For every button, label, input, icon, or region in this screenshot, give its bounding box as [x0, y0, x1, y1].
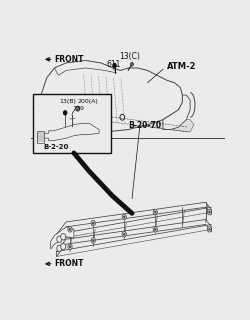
Polygon shape — [37, 100, 194, 132]
Circle shape — [122, 232, 126, 237]
Circle shape — [76, 106, 80, 111]
Polygon shape — [54, 60, 116, 75]
Circle shape — [91, 220, 96, 226]
Polygon shape — [56, 220, 212, 256]
Circle shape — [69, 228, 71, 231]
Bar — [33, 94, 111, 153]
Circle shape — [92, 222, 94, 224]
Circle shape — [61, 234, 66, 240]
Text: 13(C): 13(C) — [120, 52, 141, 61]
Circle shape — [64, 111, 67, 115]
Circle shape — [57, 236, 62, 243]
Circle shape — [208, 228, 210, 231]
Text: FRONT: FRONT — [52, 109, 78, 115]
Circle shape — [131, 62, 133, 66]
Circle shape — [113, 64, 116, 68]
Text: FRONT: FRONT — [54, 259, 84, 268]
Text: 13(B): 13(B) — [59, 99, 76, 104]
Circle shape — [207, 209, 212, 215]
Circle shape — [123, 216, 125, 218]
Circle shape — [68, 227, 72, 232]
Circle shape — [154, 211, 156, 213]
Circle shape — [122, 214, 126, 220]
Circle shape — [68, 244, 72, 249]
Circle shape — [153, 227, 158, 232]
Polygon shape — [50, 227, 74, 249]
Circle shape — [208, 211, 210, 213]
Circle shape — [207, 227, 212, 232]
Text: 779: 779 — [73, 106, 85, 111]
Text: 611: 611 — [106, 60, 121, 69]
Text: 200(B): 200(B) — [56, 102, 82, 111]
Circle shape — [69, 245, 71, 248]
Polygon shape — [41, 60, 182, 132]
Circle shape — [154, 228, 156, 231]
Circle shape — [91, 238, 96, 243]
Polygon shape — [56, 202, 212, 239]
Text: 200(A): 200(A) — [78, 99, 98, 104]
Text: B-2-20: B-2-20 — [44, 144, 69, 150]
Text: B-20-70: B-20-70 — [128, 121, 161, 130]
Circle shape — [153, 209, 158, 215]
Polygon shape — [33, 95, 70, 130]
Text: ATM-2: ATM-2 — [167, 62, 196, 71]
Circle shape — [92, 239, 94, 242]
Circle shape — [61, 244, 66, 250]
Circle shape — [57, 245, 62, 252]
Circle shape — [123, 233, 125, 236]
Polygon shape — [163, 95, 190, 130]
Polygon shape — [37, 131, 44, 143]
Text: FRONT: FRONT — [54, 55, 84, 64]
Polygon shape — [39, 124, 99, 141]
